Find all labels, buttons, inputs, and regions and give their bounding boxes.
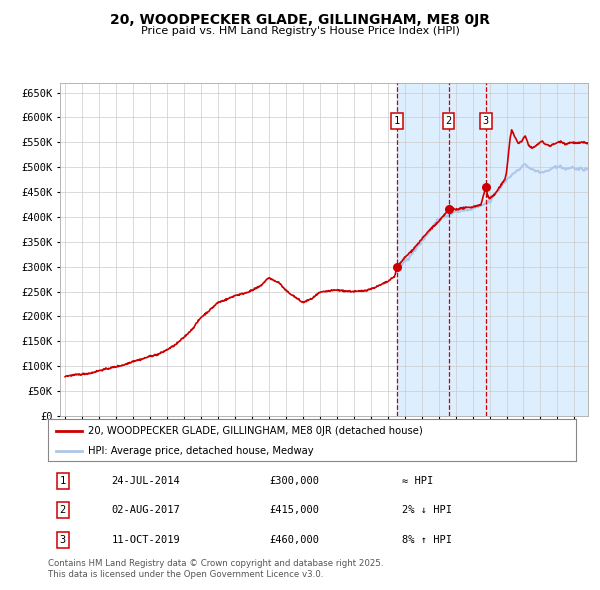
Text: 2: 2 [445, 116, 452, 126]
Text: 02-AUG-2017: 02-AUG-2017 [112, 505, 180, 515]
Text: 2% ↓ HPI: 2% ↓ HPI [402, 505, 452, 515]
Text: 1: 1 [394, 116, 400, 126]
Text: £460,000: £460,000 [270, 535, 320, 545]
Text: £300,000: £300,000 [270, 476, 320, 486]
Text: 3: 3 [59, 535, 66, 545]
Text: 2: 2 [59, 505, 66, 515]
Text: 1: 1 [59, 476, 66, 486]
Text: £415,000: £415,000 [270, 505, 320, 515]
Text: HPI: Average price, detached house, Medway: HPI: Average price, detached house, Medw… [88, 446, 313, 455]
Text: 8% ↑ HPI: 8% ↑ HPI [402, 535, 452, 545]
Text: 24-JUL-2014: 24-JUL-2014 [112, 476, 180, 486]
Text: 3: 3 [482, 116, 489, 126]
Text: Contains HM Land Registry data © Crown copyright and database right 2025.
This d: Contains HM Land Registry data © Crown c… [48, 559, 383, 579]
Text: 11-OCT-2019: 11-OCT-2019 [112, 535, 180, 545]
Text: 20, WOODPECKER GLADE, GILLINGHAM, ME8 0JR: 20, WOODPECKER GLADE, GILLINGHAM, ME8 0J… [110, 13, 490, 27]
Bar [397, 83, 588, 416]
Text: ≈ HPI: ≈ HPI [402, 476, 433, 486]
Text: 20, WOODPECKER GLADE, GILLINGHAM, ME8 0JR (detached house): 20, WOODPECKER GLADE, GILLINGHAM, ME8 0J… [88, 426, 422, 436]
Text: Price paid vs. HM Land Registry's House Price Index (HPI): Price paid vs. HM Land Registry's House … [140, 26, 460, 36]
